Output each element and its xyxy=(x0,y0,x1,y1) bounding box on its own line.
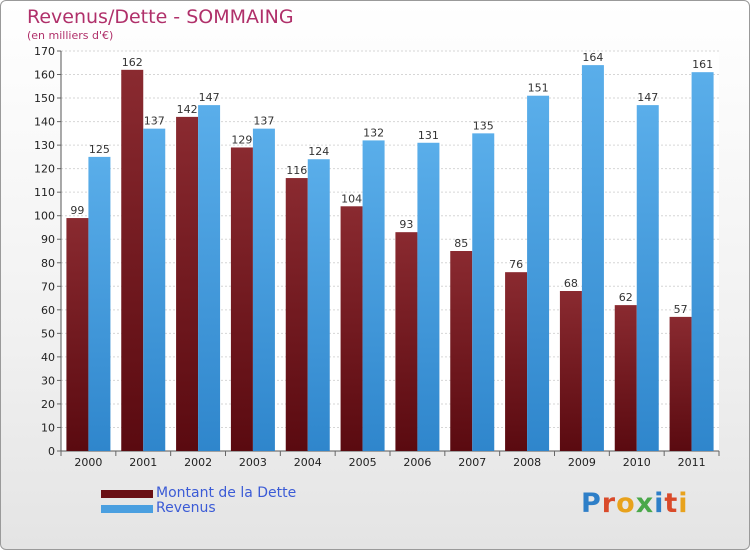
bar-dette xyxy=(395,232,418,451)
y-tick-label: 140 xyxy=(34,116,55,129)
x-tick-label: 2000 xyxy=(74,456,102,469)
logo-letter: r xyxy=(601,488,617,519)
y-tick-label: 100 xyxy=(34,210,55,223)
y-tick-label: 80 xyxy=(41,257,55,270)
y-tick-label: 0 xyxy=(48,445,55,458)
logo-letter: o xyxy=(616,488,636,519)
y-tick-label: 110 xyxy=(34,186,55,199)
bar-revenus xyxy=(527,95,550,452)
bar-dette xyxy=(285,178,308,451)
x-tick-label: 2006 xyxy=(403,456,431,469)
data-label-revenus: 135 xyxy=(473,119,494,132)
x-tick-label: 2008 xyxy=(513,456,541,469)
y-tick-label: 120 xyxy=(34,163,55,176)
data-label-dette: 129 xyxy=(231,133,252,146)
bar-dette xyxy=(669,316,692,451)
data-label-dette: 62 xyxy=(619,291,633,304)
data-label-revenus: 164 xyxy=(582,51,603,64)
bar-revenus xyxy=(143,128,166,451)
bar-revenus xyxy=(472,133,495,451)
data-label-revenus: 131 xyxy=(418,129,439,142)
data-label-dette: 162 xyxy=(122,56,143,69)
y-tick-label: 30 xyxy=(41,374,55,387)
legend-swatch-revenus xyxy=(101,505,153,513)
data-label-dette: 76 xyxy=(509,258,523,271)
x-tick-label: 2009 xyxy=(568,456,596,469)
data-label-dette: 142 xyxy=(177,103,198,116)
data-label-revenus: 147 xyxy=(199,91,220,104)
x-tick-label: 2007 xyxy=(458,456,486,469)
y-tick-label: 170 xyxy=(34,45,55,58)
x-tick-label: 2004 xyxy=(294,456,322,469)
y-tick-label: 130 xyxy=(34,139,55,152)
x-tick-label: 2010 xyxy=(623,456,651,469)
bar-revenus xyxy=(636,105,659,451)
data-label-revenus: 161 xyxy=(692,58,713,71)
data-label-dette: 57 xyxy=(674,303,688,316)
plot-area xyxy=(61,51,719,451)
data-label-dette: 104 xyxy=(341,192,362,205)
bar-revenus xyxy=(252,128,275,451)
data-label-dette: 68 xyxy=(564,277,578,290)
logo-letter: P xyxy=(581,488,602,519)
logo-letter: i xyxy=(654,488,665,519)
x-tick-label: 2001 xyxy=(129,456,157,469)
bar-dette xyxy=(176,116,199,451)
logo-letter: x xyxy=(635,488,655,519)
data-label-revenus: 151 xyxy=(528,82,549,95)
bar-revenus xyxy=(198,105,221,451)
x-tick-label: 2011 xyxy=(678,456,706,469)
bar-dette xyxy=(66,218,89,451)
data-label-dette: 99 xyxy=(70,204,84,217)
bar-dette xyxy=(505,272,528,451)
bar-dette xyxy=(614,305,637,451)
data-label-revenus: 125 xyxy=(89,143,110,156)
bar-revenus xyxy=(307,159,330,451)
data-label-revenus: 132 xyxy=(363,126,384,139)
data-label-revenus: 137 xyxy=(253,115,274,128)
y-tick-label: 160 xyxy=(34,69,55,82)
y-tick-label: 40 xyxy=(41,351,55,364)
bar-dette xyxy=(121,69,144,451)
chart-title: Revenus/Dette - SOMMAING xyxy=(27,6,294,28)
y-tick-label: 70 xyxy=(41,280,55,293)
data-label-dette: 85 xyxy=(454,237,468,250)
bar-dette xyxy=(559,291,582,451)
logo-letter: i xyxy=(678,488,689,519)
bar-revenus xyxy=(417,142,440,451)
bar-dette xyxy=(450,251,473,451)
x-tick-label: 2005 xyxy=(349,456,377,469)
y-tick-label: 20 xyxy=(41,398,55,411)
logo-letter: t xyxy=(664,488,679,519)
data-label-revenus: 124 xyxy=(308,145,329,158)
y-tick-label: 150 xyxy=(34,92,55,105)
proxiti-logo: Proxiti xyxy=(581,488,689,519)
data-label-revenus: 147 xyxy=(637,91,658,104)
chart-subtitle: (en milliers d'€) xyxy=(27,29,114,42)
legend-label-dette: Montant de la Dette xyxy=(156,485,297,501)
legend-swatch-dette xyxy=(101,490,153,498)
bar-revenus xyxy=(362,140,385,452)
bar-revenus xyxy=(581,65,604,451)
y-tick-label: 50 xyxy=(41,327,55,340)
data-label-revenus: 137 xyxy=(144,115,165,128)
x-tick-label: 2003 xyxy=(239,456,267,469)
y-tick-label: 60 xyxy=(41,304,55,317)
x-tick-label: 2002 xyxy=(184,456,212,469)
data-label-dette: 116 xyxy=(286,164,307,177)
bar-revenus xyxy=(88,156,111,451)
legend-label-revenus: Revenus xyxy=(156,500,216,516)
bar-revenus xyxy=(691,72,714,452)
data-label-dette: 93 xyxy=(399,218,413,231)
bar-dette xyxy=(340,206,363,451)
y-tick-label: 10 xyxy=(41,421,55,434)
bar-dette xyxy=(230,147,253,451)
y-tick-label: 90 xyxy=(41,233,55,246)
